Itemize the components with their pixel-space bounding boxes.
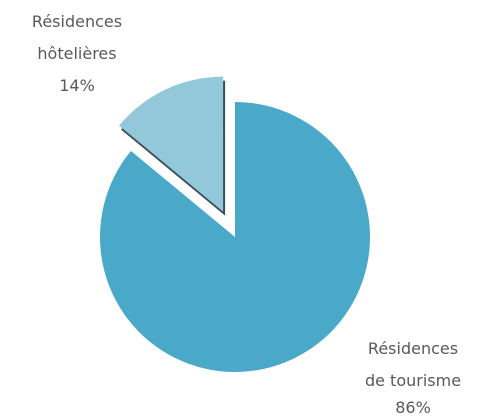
category-label: Résidences de tourisme — [364, 339, 462, 390]
value-label: 86% — [395, 398, 431, 417]
pie-slice — [119, 76, 224, 212]
pie-slice — [100, 102, 371, 373]
slice-label: Résidences de tourisme 86% — [361, 333, 465, 417]
category-label: Résidences hôtelières — [31, 12, 123, 63]
slice-label: Résidences hôtelières 14% — [25, 6, 129, 102]
value-label: 14% — [59, 76, 95, 95]
